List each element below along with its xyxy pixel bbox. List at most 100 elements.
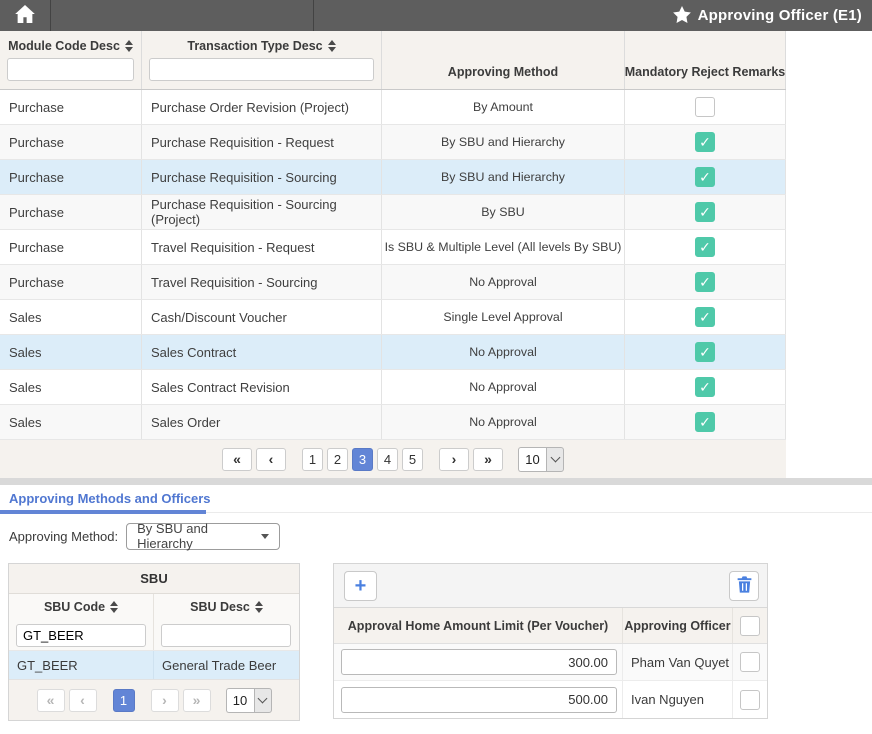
tab-bar: Approving Methods and Officers <box>0 485 872 514</box>
cell-transaction: Purchase Requisition - Sourcing (Project… <box>142 195 382 229</box>
trash-icon <box>737 576 752 596</box>
cell-transaction: Travel Requisition - Request <box>142 230 382 264</box>
table-header: Module Code Desc Transaction Type Desc A… <box>0 31 786 90</box>
module-filter-input[interactable] <box>7 58 134 81</box>
cell-transaction: Cash/Discount Voucher <box>142 300 382 334</box>
last-page-button[interactable]: » <box>473 447 503 471</box>
page-size-select[interactable]: 10 <box>518 446 564 472</box>
cell-method: By SBU and Hierarchy <box>382 125 625 159</box>
page-size-select[interactable]: 10 <box>225 687 272 713</box>
transaction-filter-input[interactable] <box>149 58 374 81</box>
cell-transaction: Travel Requisition - Sourcing <box>142 265 382 299</box>
cell-transaction: Purchase Requisition - Sourcing <box>142 160 382 194</box>
transactions-table: Module Code Desc Transaction Type Desc A… <box>0 31 786 478</box>
mandatory-reject-checkbox[interactable] <box>695 307 715 327</box>
sort-icon[interactable] <box>124 40 133 52</box>
table-row[interactable]: Purchase Travel Requisition - Sourcing N… <box>0 265 786 300</box>
column-header-sbu-code[interactable]: SBU Code <box>9 594 154 620</box>
header-divider <box>50 0 51 31</box>
add-row-button[interactable]: + <box>344 571 377 601</box>
chevron-down-icon <box>253 687 272 713</box>
column-header-transaction[interactable]: Transaction Type Desc <box>187 39 336 53</box>
prev-page-button[interactable]: ‹ <box>68 688 97 712</box>
page-number-button[interactable]: 3 <box>352 447 373 471</box>
favorite-star-icon[interactable] <box>672 5 691 26</box>
first-page-button[interactable]: « <box>36 688 65 712</box>
column-header-sbu-desc[interactable]: SBU Desc <box>154 594 299 620</box>
table-row[interactable]: Sales Cash/Discount Voucher Single Level… <box>0 300 786 335</box>
cell-approving-officer: Pham Van Quyet <box>623 644 733 680</box>
home-button[interactable] <box>13 5 37 26</box>
amount-limit-input[interactable] <box>341 649 617 675</box>
sbu-code-filter-input[interactable] <box>16 623 146 647</box>
cell-method: No Approval <box>382 265 625 299</box>
sort-icon[interactable] <box>110 601 119 613</box>
cell-module: Sales <box>0 370 142 404</box>
page-number-button[interactable]: 5 <box>402 447 423 471</box>
mandatory-reject-checkbox[interactable] <box>695 272 715 292</box>
sbu-table-row[interactable]: GT_BEER General Trade Beer <box>9 650 299 679</box>
active-tab-underline <box>0 510 206 514</box>
delete-rows-button[interactable] <box>729 571 759 601</box>
home-icon <box>15 5 35 26</box>
mandatory-reject-checkbox[interactable] <box>695 377 715 397</box>
table-row[interactable]: Sales Sales Contract No Approval <box>0 335 786 370</box>
cell-module: Purchase <box>0 160 142 194</box>
page-number-button[interactable]: 2 <box>327 447 348 471</box>
cell-transaction: Purchase Requisition - Request <box>142 125 382 159</box>
amount-limit-input[interactable] <box>341 686 617 713</box>
mandatory-reject-checkbox[interactable] <box>695 237 715 257</box>
mandatory-reject-checkbox[interactable] <box>695 97 715 117</box>
cell-approving-officer: Ivan Nguyen <box>623 681 733 718</box>
table-row[interactable]: Purchase Purchase Order Revision (Projec… <box>0 90 786 125</box>
next-page-button[interactable]: › <box>150 688 179 712</box>
cell-sbu-desc: General Trade Beer <box>162 657 277 673</box>
cell-transaction: Purchase Order Revision (Project) <box>142 90 382 124</box>
sbu-desc-filter-input[interactable] <box>161 623 291 647</box>
cell-module: Sales <box>0 300 142 334</box>
mandatory-reject-checkbox[interactable] <box>695 412 715 432</box>
mandatory-reject-checkbox[interactable] <box>695 132 715 152</box>
prev-page-button[interactable]: ‹ <box>256 447 286 471</box>
cell-module: Purchase <box>0 195 142 229</box>
sort-icon[interactable] <box>327 40 336 52</box>
mandatory-reject-checkbox[interactable] <box>695 202 715 222</box>
approving-method-select[interactable]: By SBU and Hierarchy <box>126 521 281 551</box>
page-number-button[interactable]: 1 <box>302 447 323 471</box>
sbu-table: SBU SBU Code SBU Desc GT_BEER General Tr… <box>8 563 300 721</box>
row-select-checkbox[interactable] <box>740 689 760 710</box>
cell-transaction: Sales Contract Revision <box>142 370 382 404</box>
sort-icon[interactable] <box>254 601 263 613</box>
page-number-button[interactable]: 4 <box>377 447 398 471</box>
officer-row: Ivan Nguyen <box>334 681 767 718</box>
table-row[interactable]: Purchase Travel Requisition - Request Is… <box>0 230 786 265</box>
table-row[interactable]: Purchase Purchase Requisition - Sourcing… <box>0 195 786 230</box>
table-row[interactable]: Purchase Purchase Requisition - Sourcing… <box>0 160 786 195</box>
table-body: Purchase Purchase Order Revision (Projec… <box>0 90 786 440</box>
cell-module: Sales <box>0 405 142 439</box>
mandatory-reject-checkbox[interactable] <box>695 342 715 362</box>
cell-module: Purchase <box>0 90 142 124</box>
column-header-module[interactable]: Module Code Desc <box>8 39 133 53</box>
cell-method: No Approval <box>382 335 625 369</box>
cell-transaction: Sales Order <box>142 405 382 439</box>
table-row[interactable]: Sales Sales Contract Revision No Approva… <box>0 370 786 405</box>
cell-method: By SBU <box>382 195 625 229</box>
last-page-button[interactable]: » <box>182 688 211 712</box>
mandatory-reject-checkbox[interactable] <box>695 167 715 187</box>
page-number-button[interactable]: 1 <box>112 688 135 712</box>
section-divider <box>0 478 872 485</box>
cell-module: Purchase <box>0 230 142 264</box>
app-header: Approving Officer (E1) <box>0 0 872 31</box>
cell-method: No Approval <box>382 405 625 439</box>
tab-approving-methods-and-officers[interactable]: Approving Methods and Officers <box>9 491 211 506</box>
chevron-down-icon <box>546 446 564 472</box>
next-page-button[interactable]: › <box>439 447 469 471</box>
caret-down-icon <box>261 533 270 539</box>
row-select-checkbox[interactable] <box>740 652 760 672</box>
select-all-checkbox[interactable] <box>740 615 760 636</box>
cell-module: Purchase <box>0 265 142 299</box>
first-page-button[interactable]: « <box>222 447 252 471</box>
table-row[interactable]: Purchase Purchase Requisition - Request … <box>0 125 786 160</box>
table-row[interactable]: Sales Sales Order No Approval <box>0 405 786 440</box>
